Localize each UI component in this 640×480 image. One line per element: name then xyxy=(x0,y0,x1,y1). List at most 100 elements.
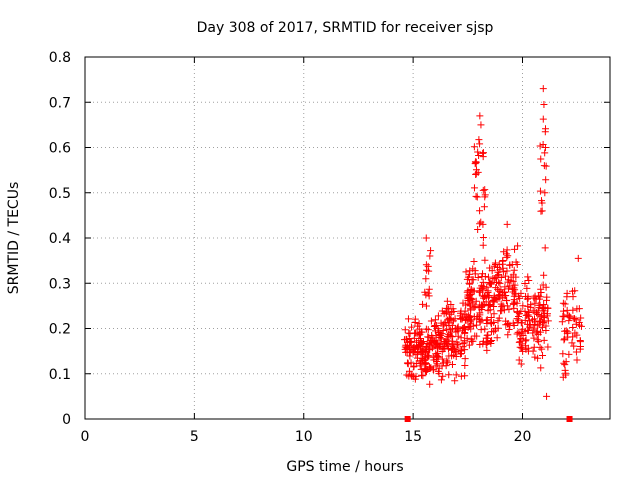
data-point xyxy=(569,287,577,295)
data-point xyxy=(470,303,478,311)
data-point xyxy=(479,294,487,302)
data-point xyxy=(561,366,569,374)
data-point xyxy=(461,355,469,363)
data-point xyxy=(427,317,435,325)
data-point xyxy=(445,319,453,327)
data-point xyxy=(543,296,551,304)
data-point xyxy=(474,273,482,281)
data-point xyxy=(404,359,412,367)
data-point xyxy=(565,312,573,320)
data-point xyxy=(473,332,481,340)
data-point xyxy=(573,356,581,364)
data-point xyxy=(403,348,411,356)
data-point xyxy=(452,371,460,379)
data-point xyxy=(563,293,571,301)
data-point xyxy=(490,302,498,310)
data-point xyxy=(490,310,498,318)
data-point xyxy=(506,321,514,329)
y-tick-label: 0.4 xyxy=(49,231,71,247)
data-point xyxy=(422,325,430,333)
data-point xyxy=(422,302,430,310)
data-point xyxy=(499,302,507,310)
data-point xyxy=(473,193,481,201)
data-point xyxy=(491,324,499,332)
data-point xyxy=(493,278,501,286)
data-point xyxy=(417,342,425,350)
data-point xyxy=(438,355,446,363)
data-point xyxy=(576,321,584,329)
data-point xyxy=(424,326,432,334)
data-point xyxy=(410,343,418,351)
data-point xyxy=(510,304,518,312)
data-point xyxy=(421,366,429,374)
data-point xyxy=(433,321,441,329)
data-point xyxy=(425,346,433,354)
data-point xyxy=(452,325,460,333)
data-point xyxy=(500,288,508,296)
data-point xyxy=(431,316,439,324)
data-point xyxy=(419,300,427,308)
data-point xyxy=(484,287,492,295)
data-point xyxy=(432,362,440,370)
data-point xyxy=(533,309,541,317)
data-point xyxy=(488,336,496,344)
data-point xyxy=(503,253,511,261)
data-point xyxy=(540,271,548,279)
data-point xyxy=(469,265,477,273)
data-point xyxy=(517,319,525,327)
data-point xyxy=(416,360,424,368)
data-point xyxy=(505,326,513,334)
data-point xyxy=(559,350,567,358)
data-point xyxy=(499,256,507,264)
data-point xyxy=(445,330,453,338)
data-point xyxy=(461,372,469,380)
data-point xyxy=(424,262,432,270)
data-point xyxy=(479,233,487,241)
data-point xyxy=(494,317,502,325)
data-point xyxy=(481,256,489,264)
data-point xyxy=(577,314,585,322)
data-point xyxy=(506,261,514,269)
data-point xyxy=(573,305,581,313)
data-point xyxy=(480,203,488,211)
data-point xyxy=(463,334,471,342)
data-point xyxy=(442,304,450,312)
y-tick-label: 0.5 xyxy=(49,186,71,202)
data-point xyxy=(427,247,435,255)
data-point xyxy=(448,361,456,369)
data-point xyxy=(509,300,517,308)
data-point xyxy=(573,331,581,339)
data-point xyxy=(406,338,414,346)
data-point xyxy=(504,278,512,286)
data-point xyxy=(565,317,573,325)
x-tick-label: 10 xyxy=(295,429,313,445)
data-point xyxy=(444,359,452,367)
data-point xyxy=(483,339,491,347)
x-tick-label: 20 xyxy=(514,429,532,445)
data-point xyxy=(522,342,530,350)
data-point xyxy=(538,207,546,215)
data-point xyxy=(561,335,569,343)
x-axis-label: GPS time / hours xyxy=(286,459,403,475)
data-point xyxy=(470,143,478,151)
gap-marker xyxy=(404,416,411,422)
data-point xyxy=(455,347,463,355)
data-point xyxy=(538,345,546,353)
data-point xyxy=(469,287,477,295)
data-point xyxy=(463,275,471,283)
data-point xyxy=(439,343,447,351)
data-point xyxy=(517,360,525,368)
data-point xyxy=(510,266,518,274)
data-point xyxy=(515,338,523,346)
data-point xyxy=(430,356,438,364)
data-point xyxy=(481,191,489,199)
data-point xyxy=(479,241,487,249)
y-tick-label: 0.6 xyxy=(49,141,71,157)
y-tick-label: 0.8 xyxy=(49,50,71,66)
data-point xyxy=(408,323,416,331)
data-point xyxy=(417,358,425,366)
data-point xyxy=(469,276,477,284)
data-point xyxy=(474,148,482,156)
data-point xyxy=(410,334,418,342)
data-point xyxy=(509,288,517,296)
